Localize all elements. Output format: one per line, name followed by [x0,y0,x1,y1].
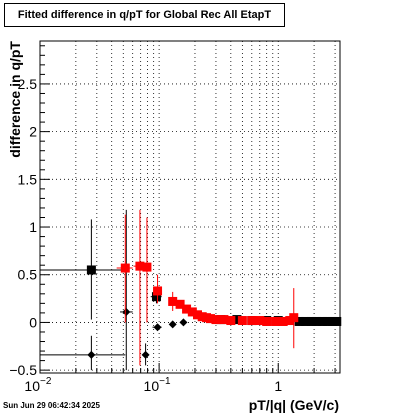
data-point-square [206,314,216,324]
data-point-square [312,316,322,326]
x-tick-exponent: −2 [40,376,52,387]
data-point-square [323,316,333,326]
data-marks [40,209,342,371]
y-tick-label: 1.5 [18,171,38,187]
timestamp: Sun Jun 29 06:42:34 2025 [3,401,100,410]
x-tick-exponent: −1 [159,376,171,387]
data-point-square [306,316,316,326]
data-point-square [142,262,152,272]
data-point-square [168,296,178,306]
x-tick-label: 10 [24,378,40,394]
data-point-diamond [179,318,188,327]
y-tick-label: 2 [29,124,37,140]
chart-title: Fitted difference in q/pT for Global Rec… [17,9,272,21]
data-point-square [289,313,299,323]
data-point-square [247,316,257,326]
data-point-diamond [168,320,177,329]
data-point-square [182,304,192,314]
data-point-square [294,316,304,326]
data-point-diamond [87,350,96,359]
x-tick-label: 1 [274,378,282,394]
y-tick-label: 2.5 [18,76,38,92]
data-point-square [120,263,130,273]
data-point-square [262,316,272,326]
data-point-square [226,316,236,326]
x-axis-label: pT/|q| (GeV/c) [249,397,339,413]
data-point-diamond [122,307,131,316]
y-tick-label: −0.5 [9,362,37,378]
chart-title-box: Fitted difference in q/pT for Global Rec… [4,3,285,27]
data-point-square [153,286,163,296]
data-point-diamond [141,350,150,359]
data-point-diamond [153,323,162,332]
data-point-square [237,316,247,326]
data-point-square [151,292,161,302]
data-point-square [232,315,242,325]
data-point-square [187,307,197,317]
data-point-square [317,316,327,326]
data-point-square [278,316,288,326]
data-point-square [192,310,202,320]
data-point-square [332,316,342,326]
x-tick-label: 10 [144,378,160,394]
data-point-square [219,315,229,325]
data-point-square [86,265,96,275]
y-axis-label: difference in q/pT [7,41,23,158]
y-tick-label: 1 [29,219,37,235]
data-point-square [255,316,265,326]
data-point-square [301,316,311,326]
data-point-square [135,261,145,271]
y-tick-label: 0.5 [18,267,38,283]
data-point-square [271,316,281,326]
y-tick-label: 0 [29,314,37,330]
data-point-square [211,315,221,325]
axes: −0.500.511.522.510 −2 10 −1 1 [9,45,336,394]
plot-frame [39,40,341,374]
data-point-square [175,299,185,309]
